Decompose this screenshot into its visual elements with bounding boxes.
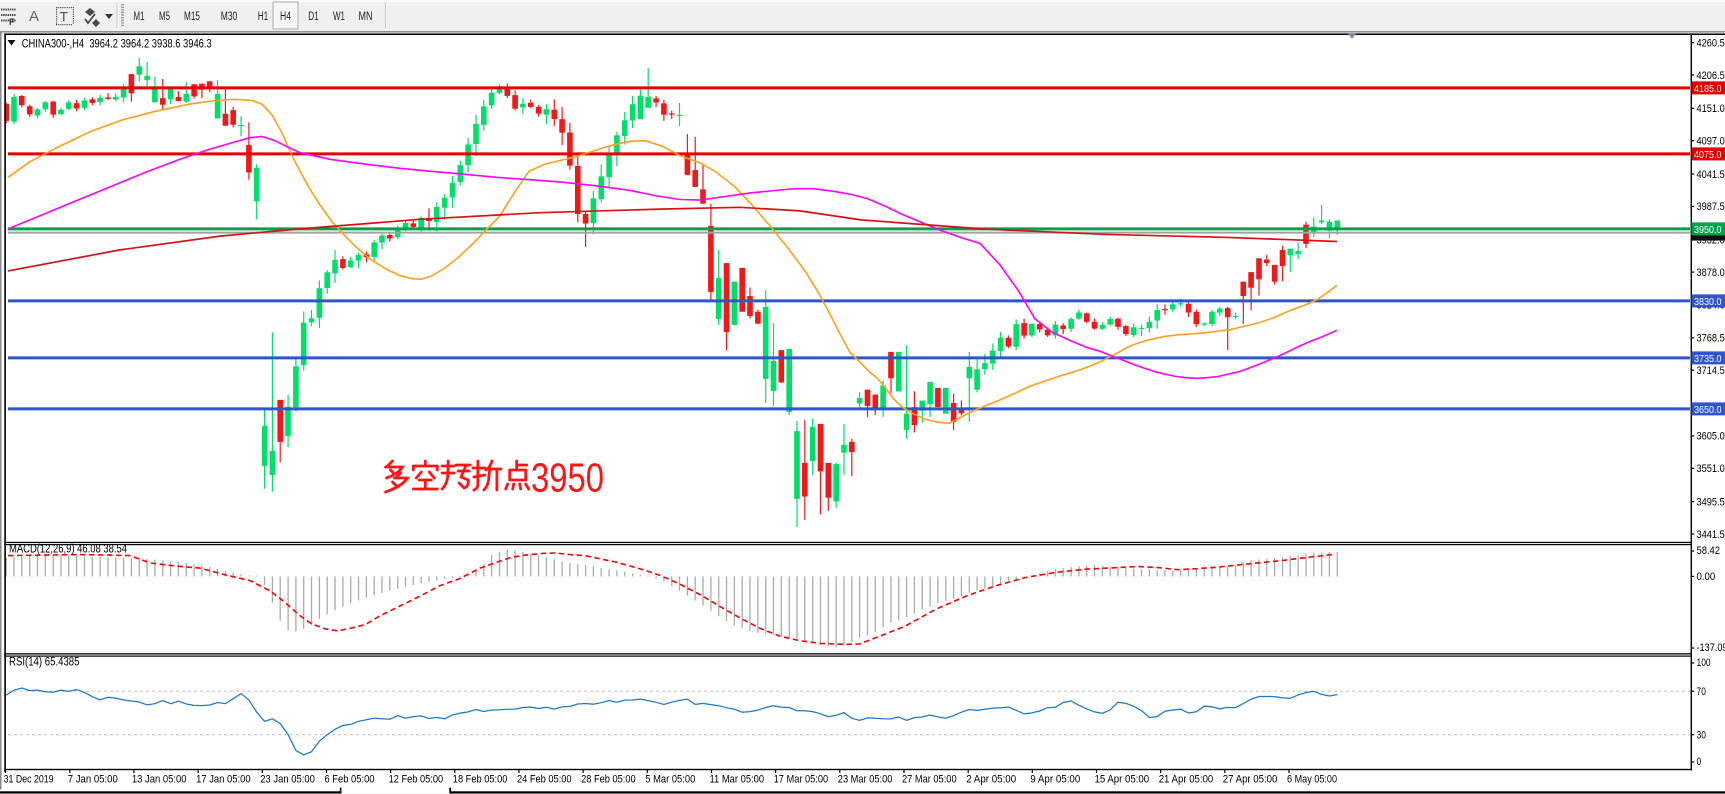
svg-text:3987.5: 3987.5 — [1697, 201, 1725, 213]
svg-text:3735.0: 3735.0 — [1694, 353, 1722, 365]
svg-text:M1: M1 — [134, 11, 145, 23]
svg-text:RSI(14) 65.4385: RSI(14) 65.4385 — [9, 657, 80, 669]
svg-text:3950: 3950 — [531, 455, 604, 501]
svg-text:4260.5: 4260.5 — [1697, 37, 1725, 49]
svg-text:30: 30 — [1697, 730, 1706, 742]
svg-text:W1: W1 — [333, 11, 345, 23]
svg-text:9 Apr 05:00: 9 Apr 05:00 — [1030, 774, 1080, 786]
svg-text:21 Apr 05:00: 21 Apr 05:00 — [1159, 774, 1214, 786]
svg-text:23 Mar 05:00: 23 Mar 05:00 — [838, 774, 893, 786]
svg-text:4206.5: 4206.5 — [1697, 70, 1725, 82]
svg-text:D1: D1 — [308, 11, 319, 23]
svg-text:MN: MN — [359, 11, 373, 23]
svg-text:MACD(12,26,9) 46.08 38.54: MACD(12,26,9) 46.08 38.54 — [9, 544, 127, 556]
svg-text:F: F — [9, 17, 15, 27]
svg-text:58.42: 58.42 — [1697, 545, 1721, 557]
svg-text:4041.5: 4041.5 — [1697, 169, 1725, 181]
svg-text:11 Mar 05:00: 11 Mar 05:00 — [710, 774, 765, 786]
svg-text:100: 100 — [1697, 657, 1711, 669]
svg-text:28 Feb 05:00: 28 Feb 05:00 — [581, 774, 636, 786]
svg-text:M15: M15 — [184, 11, 200, 23]
svg-text:3950.0: 3950.0 — [1694, 224, 1722, 236]
svg-text:0.00: 0.00 — [1697, 571, 1716, 583]
svg-text:3441.5: 3441.5 — [1697, 529, 1725, 541]
svg-text:4185.0: 4185.0 — [1694, 83, 1722, 95]
svg-text:A: A — [29, 8, 39, 25]
svg-text:3650.0: 3650.0 — [1694, 404, 1722, 416]
svg-text:H1: H1 — [258, 11, 269, 23]
svg-text:6 May 05:00: 6 May 05:00 — [1287, 774, 1337, 786]
svg-text:CHINA300-,H4 3964.2 3964.2 39: CHINA300-,H4 3964.2 3964.2 3938.6 3946.3 — [22, 38, 212, 50]
svg-text:3878.0: 3878.0 — [1697, 267, 1725, 279]
svg-text:3768.5: 3768.5 — [1697, 333, 1725, 345]
svg-text:18 Feb 05:00: 18 Feb 05:00 — [453, 774, 508, 786]
svg-text:H4: H4 — [280, 11, 291, 23]
svg-text:4075.0: 4075.0 — [1694, 149, 1722, 161]
svg-text:24 Feb 05:00: 24 Feb 05:00 — [517, 774, 572, 786]
svg-text:2 Apr 05:00: 2 Apr 05:00 — [966, 774, 1016, 786]
svg-text:M30: M30 — [221, 11, 238, 23]
svg-text:27 Mar 05:00: 27 Mar 05:00 — [902, 774, 957, 786]
svg-text:17 Jan 05:00: 17 Jan 05:00 — [196, 774, 251, 786]
svg-text:4151.0: 4151.0 — [1697, 103, 1725, 115]
svg-text:3495.5: 3495.5 — [1697, 496, 1725, 508]
svg-text:M5: M5 — [159, 11, 170, 23]
svg-text:3714.5: 3714.5 — [1697, 365, 1725, 377]
svg-text:0: 0 — [1697, 756, 1702, 768]
svg-text:3830.0: 3830.0 — [1694, 296, 1722, 308]
svg-text:T: T — [60, 9, 69, 25]
svg-text:-137.09: -137.09 — [1697, 642, 1725, 654]
svg-text:23 Jan 05:00: 23 Jan 05:00 — [260, 774, 315, 786]
svg-text:15 Apr 05:00: 15 Apr 05:00 — [1095, 774, 1150, 786]
svg-text:12 Feb 05:00: 12 Feb 05:00 — [389, 774, 444, 786]
svg-text:3605.0: 3605.0 — [1697, 431, 1725, 443]
svg-text:6 Feb 05:00: 6 Feb 05:00 — [325, 774, 375, 786]
svg-text:31 Dec 2019: 31 Dec 2019 — [4, 774, 54, 786]
svg-text:3551.0: 3551.0 — [1697, 463, 1725, 475]
svg-text:4097.0: 4097.0 — [1697, 136, 1725, 148]
svg-text:27 Apr 05:00: 27 Apr 05:00 — [1223, 774, 1278, 786]
svg-text:5 Mar 05:00: 5 Mar 05:00 — [645, 774, 695, 786]
svg-text:13 Jan 05:00: 13 Jan 05:00 — [132, 774, 187, 786]
svg-text:17 Mar 05:00: 17 Mar 05:00 — [774, 774, 829, 786]
svg-text:70: 70 — [1697, 686, 1706, 698]
svg-text:7 Jan 05:00: 7 Jan 05:00 — [68, 774, 118, 786]
